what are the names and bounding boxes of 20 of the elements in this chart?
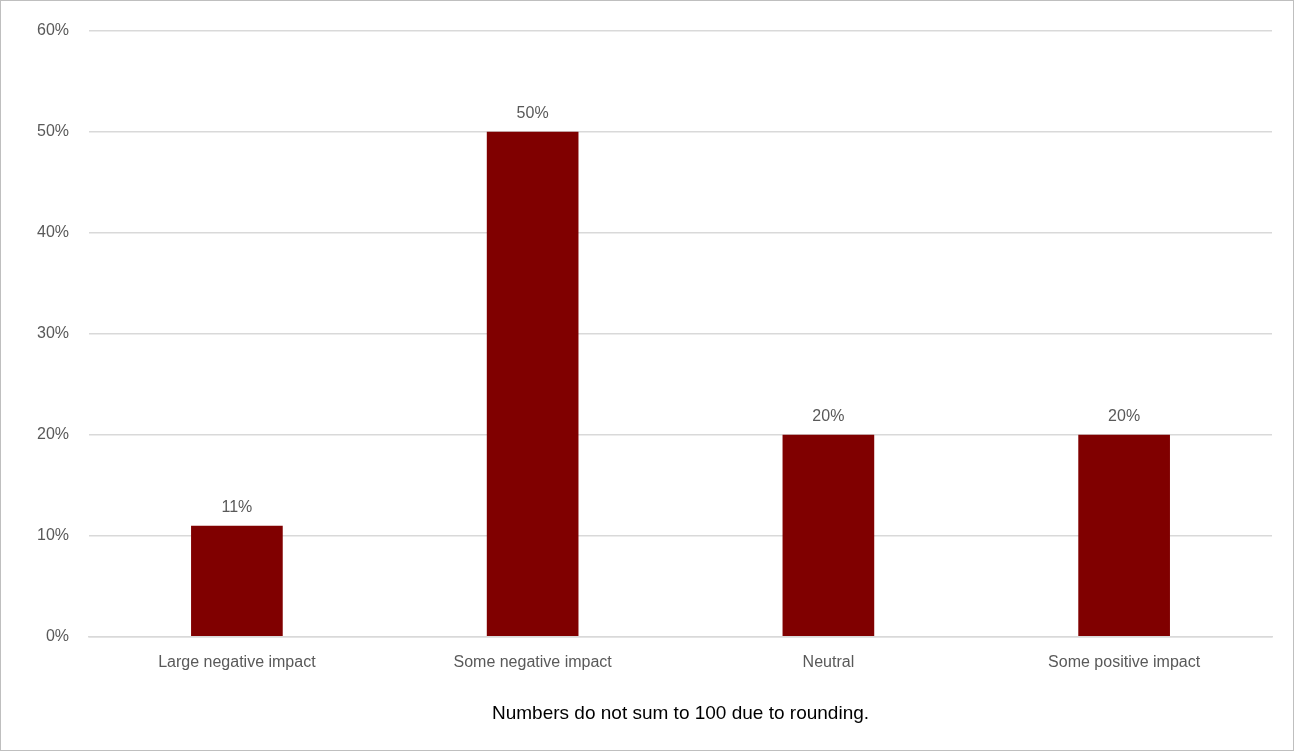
x-tick-label: Some positive impact [1048, 652, 1201, 670]
data-label: 50% [516, 104, 549, 122]
y-tick-label: 60% [36, 21, 70, 39]
bar [782, 434, 875, 637]
y-tick-label: 0% [45, 627, 70, 645]
bar [191, 525, 283, 637]
y-tick-label: 20% [36, 425, 70, 443]
y-tick-label: 10% [36, 526, 70, 544]
x-tick-label: Large negative impact [158, 652, 317, 670]
text: Numbers do not sum to 100 due to rounding. [491, 702, 870, 724]
data-label: 20% [1108, 407, 1141, 425]
y-tick-label: 30% [36, 324, 70, 342]
data-label: 11% [221, 498, 253, 516]
y-tick-label: 50% [36, 122, 70, 140]
bar [1078, 434, 1170, 637]
x-tick-label: Some negative impact [453, 652, 613, 670]
bar [486, 131, 579, 637]
data-label: 20% [812, 407, 845, 425]
x-tick-label: Neutral [802, 652, 855, 670]
y-tick-label: 40% [36, 223, 70, 241]
